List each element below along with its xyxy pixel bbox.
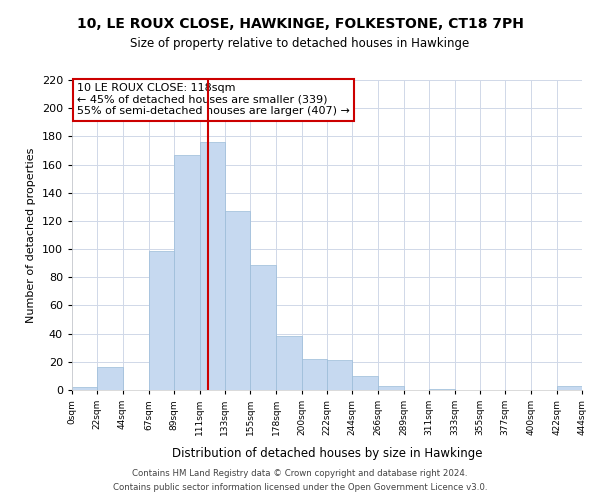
Bar: [327, 360, 352, 390]
Text: 10 LE ROUX CLOSE: 118sqm
← 45% of detached houses are smaller (339)
55% of semi-: 10 LE ROUX CLOSE: 118sqm ← 45% of detach…: [77, 83, 350, 116]
Bar: [225, 211, 250, 390]
Bar: [199, 142, 225, 390]
Text: Contains HM Land Registry data © Crown copyright and database right 2024.: Contains HM Land Registry data © Crown c…: [132, 468, 468, 477]
Bar: [377, 386, 404, 390]
Text: 10, LE ROUX CLOSE, HAWKINGE, FOLKESTONE, CT18 7PH: 10, LE ROUX CLOSE, HAWKINGE, FOLKESTONE,…: [77, 18, 523, 32]
Bar: [429, 388, 455, 390]
Bar: [174, 154, 199, 390]
Y-axis label: Number of detached properties: Number of detached properties: [26, 148, 36, 322]
Bar: [352, 376, 377, 390]
Bar: [97, 368, 122, 390]
Bar: [277, 336, 302, 390]
Bar: [72, 387, 97, 390]
Bar: [250, 264, 277, 390]
Bar: [302, 359, 327, 390]
Text: Contains public sector information licensed under the Open Government Licence v3: Contains public sector information licen…: [113, 484, 487, 492]
Bar: [557, 386, 582, 390]
Bar: [149, 250, 174, 390]
X-axis label: Distribution of detached houses by size in Hawkinge: Distribution of detached houses by size …: [172, 446, 482, 460]
Text: Size of property relative to detached houses in Hawkinge: Size of property relative to detached ho…: [130, 38, 470, 51]
